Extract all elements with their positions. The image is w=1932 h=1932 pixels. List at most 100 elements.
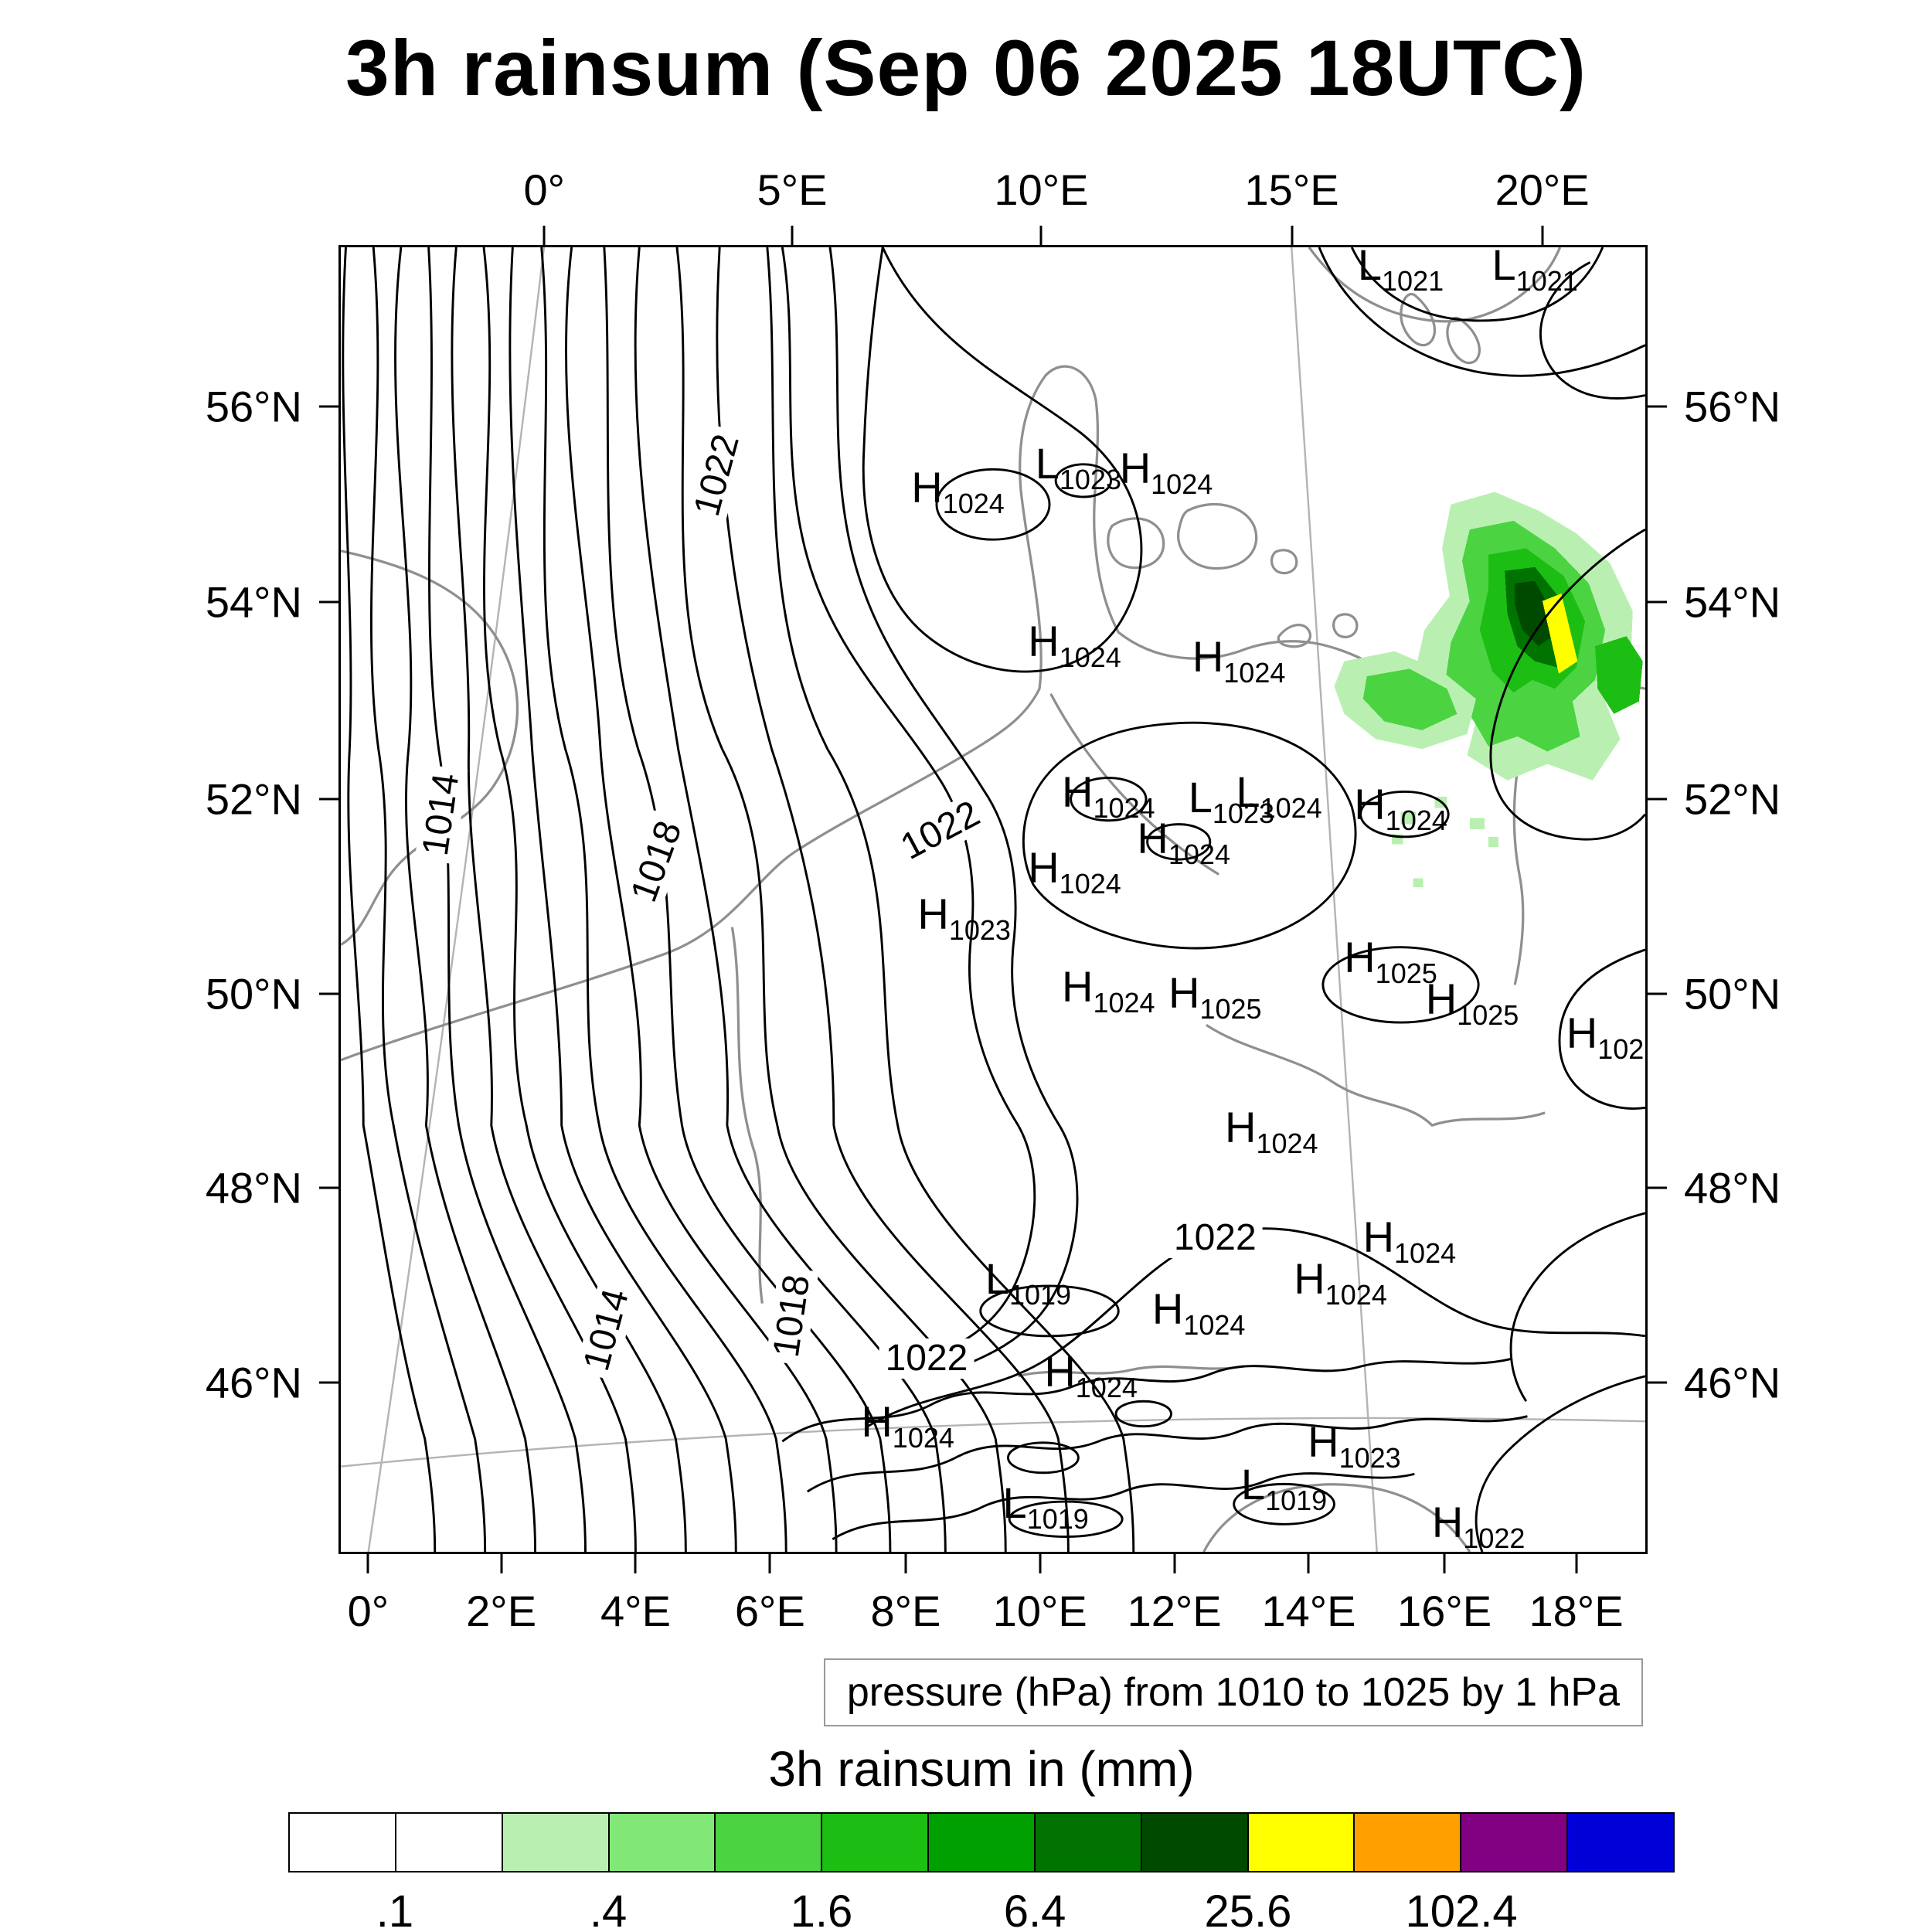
axis-tick (1307, 1552, 1310, 1573)
axis-tick-label: 15°E (1244, 165, 1339, 214)
axis-tick-label: 0° (523, 165, 566, 214)
pressure-center-high: H102 (1566, 1008, 1645, 1065)
axis-tick (319, 405, 341, 408)
axis-tick (319, 600, 341, 604)
colorbar-cell (1355, 1812, 1462, 1872)
axis-tick (1645, 992, 1667, 995)
colorbar-tick-label: 6.4 (1003, 1886, 1066, 1932)
coastline-path (1308, 247, 1562, 323)
axis-tick (634, 1552, 637, 1573)
contour-label: 1022 (1167, 1218, 1263, 1259)
axis-tick (1039, 226, 1043, 247)
colorbar-cell (1461, 1812, 1569, 1872)
isobar-path (482, 247, 687, 1552)
coastline-path (1018, 1365, 1244, 1378)
axis-tick-label: 52°N (205, 774, 302, 824)
axis-tick-label: 0° (347, 1587, 389, 1635)
coastline-path (1270, 549, 1298, 575)
pressure-center-low: L1019 (1002, 1478, 1089, 1536)
pressure-center-high: H1022 (1431, 1497, 1526, 1552)
pressure-center-high: H1025 (1168, 968, 1262, 1025)
isobar-path (1558, 948, 1645, 1110)
isobar-path (979, 1284, 1120, 1338)
isobar-path (1146, 823, 1212, 861)
chart-title: 3h rainsum (Sep 06 2025 18UTC) (345, 24, 1587, 112)
isobar-path (1233, 1482, 1335, 1526)
axis-tick-label: 8°E (870, 1587, 941, 1635)
pressure-center-high: H1024 (1294, 1254, 1387, 1311)
pressure-center-high: H1024 (911, 462, 1005, 519)
colorbar-tick-label: 25.6 (1204, 1886, 1292, 1932)
isobar-path (716, 247, 1070, 1552)
isobar-path (935, 468, 1051, 541)
isobar-path (1489, 528, 1645, 841)
colorbar-cell (822, 1812, 930, 1872)
colorbar (288, 1812, 1675, 1872)
isobar-path (634, 247, 947, 1552)
pressure-range-caption: pressure (hPa) from 1010 to 1025 by 1 hP… (823, 1658, 1643, 1726)
coastline-path (1277, 624, 1312, 648)
pressure-center-low: L1021 (1357, 247, 1444, 298)
axis-tick-label: 5°E (757, 165, 828, 214)
isobar-path (806, 1415, 1528, 1493)
axis-tick (1039, 1552, 1042, 1573)
contour-label: 1022 (879, 1338, 975, 1379)
pressure-center-low: L1019 (1240, 1460, 1328, 1517)
axis-tick-label: 16°E (1397, 1587, 1492, 1635)
isobar-path (369, 247, 487, 1552)
coastline-path (341, 549, 519, 946)
isobar-path (1350, 247, 1604, 322)
axis-tick-label: 2°E (466, 1587, 537, 1635)
isobar-path (828, 247, 1079, 1378)
axis-tick (1645, 798, 1667, 801)
axis-tick (768, 1552, 771, 1573)
axis-tick-label: 4°E (600, 1587, 671, 1635)
axis-tick-label: 18°E (1529, 1587, 1624, 1635)
contour-label: 1018 (766, 1266, 819, 1366)
isobar-path (1318, 247, 1645, 377)
pressure-center-high: H1024 (1062, 767, 1155, 825)
colorbar-cell (396, 1812, 503, 1872)
isobar-path (540, 247, 787, 1552)
isobar-extra (781, 247, 1645, 1552)
axis-tick (1645, 405, 1667, 408)
pressure-center-high: H1024 (1362, 1213, 1457, 1270)
pressure-center-high: H1023 (1308, 1417, 1401, 1475)
isobar-path (509, 247, 737, 1552)
isobar-path (675, 247, 1007, 1552)
pressure-center-high: H1025 (1425, 975, 1519, 1032)
isobar-path (1054, 463, 1113, 498)
contour-label: 1018 (621, 810, 692, 913)
rain-cell (1515, 580, 1553, 647)
coastline-path (1206, 1023, 1546, 1128)
rain-cell (1362, 668, 1458, 730)
axis-tick (319, 992, 341, 995)
isobar-path (1022, 721, 1357, 950)
coastline-path (1107, 517, 1165, 570)
axis-tick-label: 50°N (1684, 969, 1781, 1019)
axis-tick-label: 46°N (1684, 1358, 1781, 1407)
axis-tick-label: 12°E (1127, 1587, 1222, 1635)
axis-tick-label: 52°N (1684, 774, 1781, 824)
rain-cell (1542, 593, 1578, 674)
axis-tick (1575, 1552, 1578, 1573)
axis-tick-label: 54°N (1684, 577, 1781, 627)
colorbar-cell (929, 1812, 1036, 1872)
isobar-path (342, 247, 437, 1552)
pressure-center-low: L1019 (985, 1254, 1072, 1311)
axis-tick (319, 798, 341, 801)
axis-tick (1443, 1552, 1446, 1573)
isobar-path (603, 247, 892, 1552)
axis-tick (1541, 226, 1544, 247)
coastline-path (1202, 1483, 1471, 1552)
coastline-path (1176, 502, 1258, 570)
rain-cell (1413, 878, 1423, 887)
coastline-path (341, 365, 1645, 1062)
axis-tick-label: 6°E (734, 1587, 805, 1635)
isobar-path (451, 247, 637, 1552)
graticule-line (341, 1417, 1645, 1468)
graticule-line (367, 247, 546, 1552)
isobar-path (1539, 261, 1645, 400)
axis-tick-label: 48°N (1684, 1163, 1781, 1213)
pressure-center-high: H1023 (917, 889, 1011, 946)
